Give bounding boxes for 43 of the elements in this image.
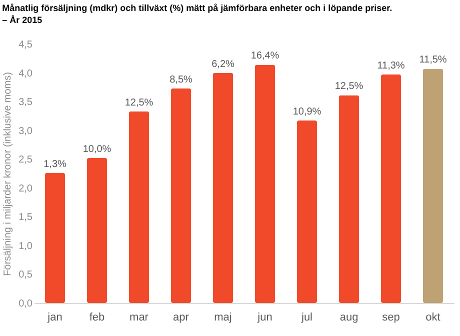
x-tick-label: jan [46,312,62,324]
y-tick-label: 3,0 [18,126,33,137]
bar [86,158,108,303]
bar [212,72,234,303]
bar [380,74,402,303]
y-tick-label: 4,0 [18,68,33,80]
annotation: 11,3% [377,60,405,72]
x-tick-label: aug [340,312,358,324]
x-tick-label: maj [214,312,232,324]
annotation: 16,4% [250,50,280,62]
x-tick-label: feb [89,312,105,324]
chart-title: Månatlig försäljning (mdkr) och tillväxt (%) mätt på jämförbara enheter och i löpande priser. [2,3,392,13]
annotation: 10,0% [82,144,112,155]
y-tick-label: 0,0 [18,298,33,310]
annotation: 11,5% [419,54,447,66]
x-tick-label: sep [382,312,400,324]
x-tick-label: mar [130,312,149,324]
y-tick-label: 1,5 [18,212,33,224]
chart-subtitle: – År 2015 [2,15,42,25]
annotation: 12,5% [124,97,154,108]
y-tick-label: 0,5 [18,270,33,281]
x-tick-label: apr [173,312,190,324]
bar [170,88,192,303]
x-tick-label: okt [426,312,440,324]
annotation: 1,3% [44,158,67,170]
y-tick-label: 2,5 [18,154,33,166]
annotation: 12,5% [334,81,364,92]
y-tick-label: 4,5 [18,40,33,50]
annotation: 6,2% [212,58,235,70]
y-axis-title: Försäljning i miljarder kronor (inklusive moms) [2,72,14,276]
bar [422,68,444,303]
bar [296,120,318,303]
y-tick-label: 3,5 [18,97,33,108]
annotation: 8,5% [170,74,193,86]
bar [254,64,276,303]
bar [338,95,360,303]
y-tick-label: 1,0 [18,240,33,252]
bar [44,172,66,303]
x-tick-label: jul [300,312,313,324]
x-tick-label: jun [256,312,272,324]
y-tick-label: 2,0 [18,183,33,194]
annotation: 10,9% [292,106,322,118]
bar [128,111,150,303]
